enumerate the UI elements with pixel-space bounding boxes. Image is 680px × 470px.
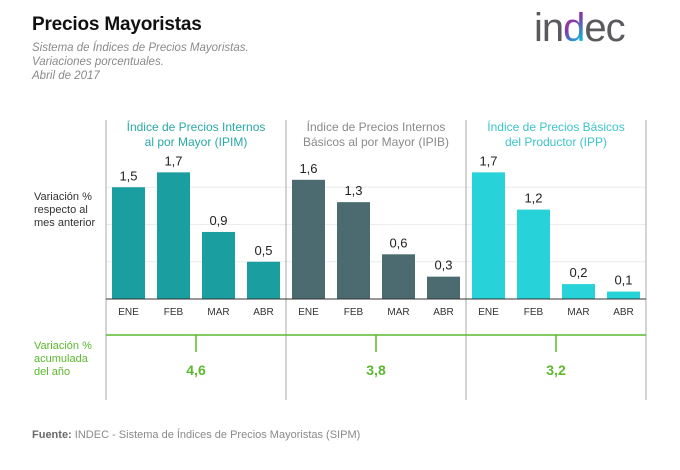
x-tick-label: ENE xyxy=(478,307,499,318)
x-tick-label: ABR xyxy=(613,307,634,318)
bar-ipim-feb xyxy=(157,172,190,299)
data-label: 0,3 xyxy=(434,258,452,273)
data-label: 0,9 xyxy=(209,213,227,228)
bar-ipp-abr xyxy=(607,291,640,299)
bar-ipp-ene xyxy=(472,172,505,299)
data-label: 1,7 xyxy=(164,153,182,168)
logo-highlight: d xyxy=(563,6,585,50)
cumulative-value-ipp: 3,2 xyxy=(546,362,566,378)
cumulative-value-ipim: 4,6 xyxy=(186,362,206,378)
x-tick-label: ABR xyxy=(433,307,454,318)
data-label: 0,5 xyxy=(254,243,272,258)
bar-ipib-mar xyxy=(382,254,415,299)
source-note: Fuente: INDEC - Sistema de Índices de Pr… xyxy=(32,429,360,441)
panel-title-ipib: Índice de Precios Internos xyxy=(307,119,446,134)
panel-title-ipp: Índice de Precios Básicos xyxy=(487,119,624,134)
row-label-line: del año xyxy=(34,366,71,378)
bar-ipim-mar xyxy=(202,231,235,299)
x-tick-label: FEB xyxy=(344,307,364,318)
panel-title-ipib: Básicos al por Mayor (IPIB) xyxy=(303,135,449,149)
subtitle-line: Variaciones porcentuales. xyxy=(32,56,164,68)
page-title: Precios Mayoristas xyxy=(32,14,202,35)
data-label: 1,7 xyxy=(479,153,497,168)
row-label-line: Variación % xyxy=(34,191,92,203)
panel-title-ipim: al por Mayor (IPIM) xyxy=(145,135,248,149)
panel-title-ipp: del Productor (IPP) xyxy=(505,135,607,149)
x-tick-label: FEB xyxy=(524,307,544,318)
data-label: 1,3 xyxy=(344,183,362,198)
bar-ipib-abr xyxy=(427,276,460,299)
data-label: 0,1 xyxy=(614,273,632,288)
bar-ipim-ene xyxy=(112,187,145,299)
x-tick-label: MAR xyxy=(207,307,229,318)
logo-suffix: ec xyxy=(584,6,625,50)
panel-title-ipim: Índice de Precios Internos xyxy=(127,119,266,134)
data-label: 0,6 xyxy=(389,235,407,250)
bar-ipp-feb xyxy=(517,209,550,299)
subtitle-line: Abril de 2017 xyxy=(32,70,100,82)
data-label: 0,2 xyxy=(569,265,587,280)
x-tick-label: MAR xyxy=(567,307,589,318)
row-label-line: mes anterior xyxy=(34,217,96,229)
subtitle-line: Sistema de Índices de Precios Mayoristas… xyxy=(32,42,249,54)
x-tick-label: ABR xyxy=(253,307,274,318)
cumulative-row-label: Variación % acumulada del año xyxy=(34,340,92,379)
monthly-row-label: Variación % respecto al mes anterior xyxy=(34,191,95,230)
subtitle: Sistema de Índices de Precios Mayoristas… xyxy=(32,41,249,83)
x-tick-label: MAR xyxy=(387,307,409,318)
data-label: 1,6 xyxy=(299,161,317,176)
cumulative-value-ipib: 3,8 xyxy=(366,362,386,378)
logo-prefix: in xyxy=(534,6,564,50)
bar-ipib-feb xyxy=(337,202,370,299)
row-label-line: respecto al xyxy=(34,204,88,216)
row-label-line: Variación % xyxy=(34,340,92,352)
x-tick-label: ENE xyxy=(118,307,139,318)
data-label: 1,5 xyxy=(119,168,137,183)
x-tick-label: FEB xyxy=(164,307,184,318)
indec-logo: indec xyxy=(534,6,626,51)
data-label: 1,2 xyxy=(524,191,542,206)
bar-ipim-abr xyxy=(247,261,280,299)
x-tick-label: ENE xyxy=(298,307,319,318)
bar-ipib-ene xyxy=(292,179,325,299)
source-text: INDEC - Sistema de Índices de Precios Ma… xyxy=(71,429,361,441)
row-label-line: acumulada xyxy=(34,353,88,365)
bar-ipp-mar xyxy=(562,284,595,299)
source-label: Fuente: xyxy=(32,429,72,441)
